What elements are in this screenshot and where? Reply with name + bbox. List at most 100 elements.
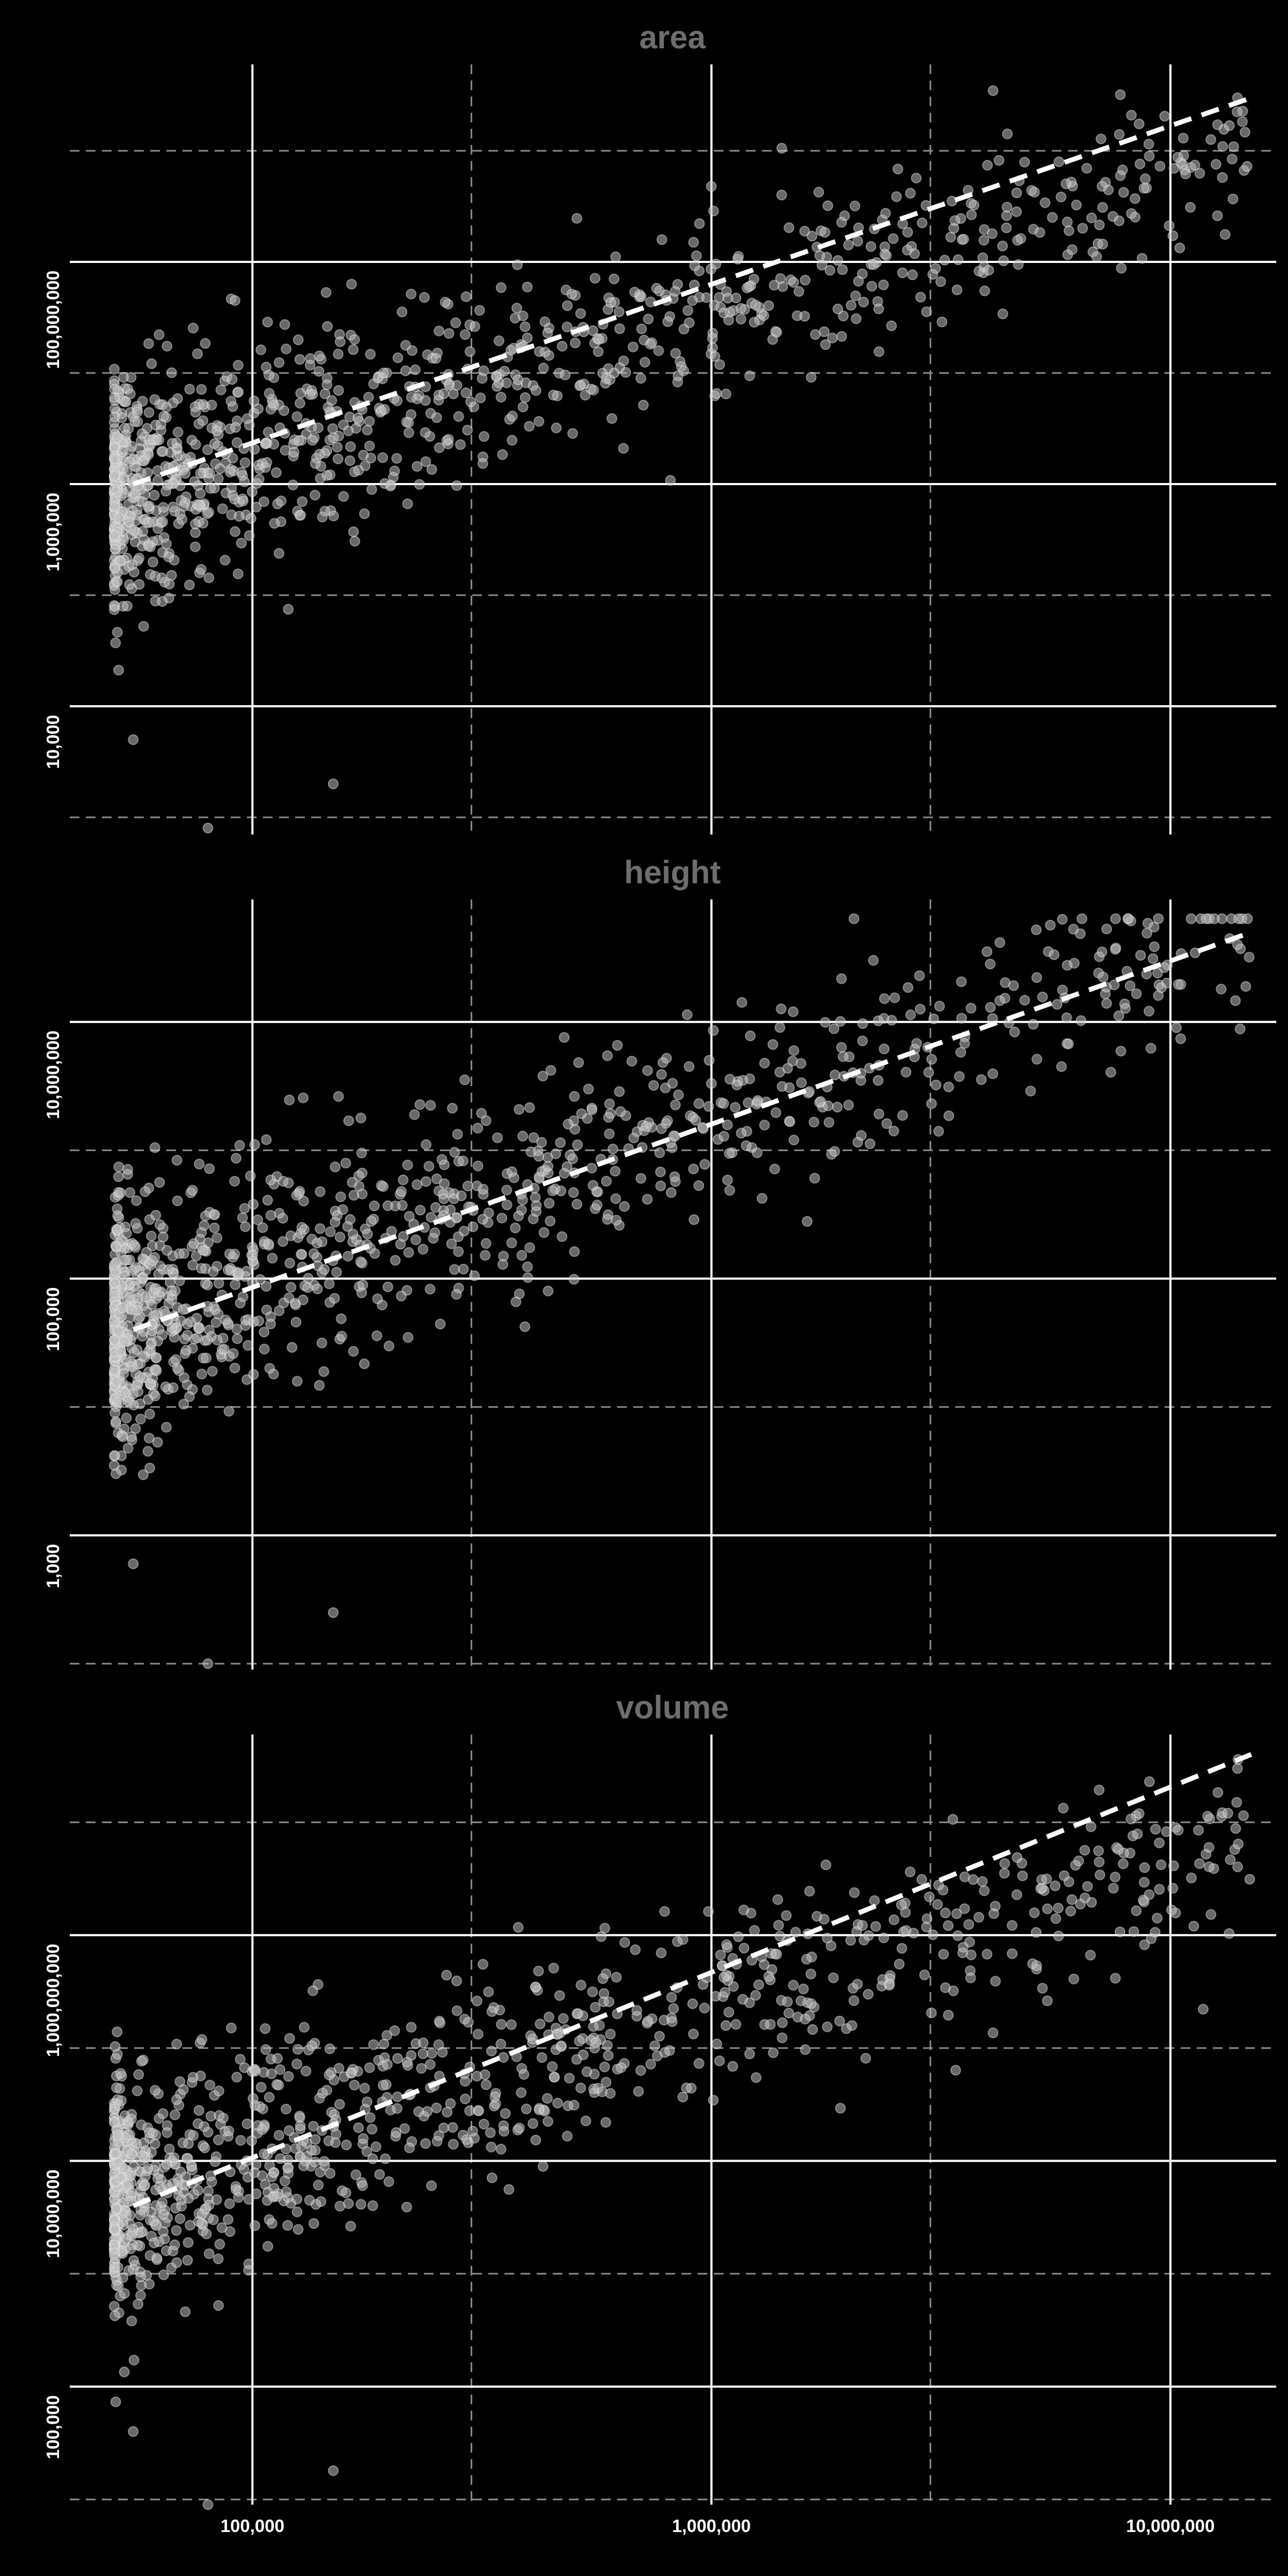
data-point bbox=[295, 2120, 306, 2132]
data-point bbox=[142, 2163, 153, 2174]
data-point bbox=[263, 1238, 274, 1249]
data-point bbox=[141, 1291, 152, 1302]
data-point bbox=[1173, 1825, 1184, 1836]
data-point bbox=[260, 2023, 271, 2035]
data-point bbox=[209, 1209, 221, 1220]
data-point bbox=[581, 2066, 592, 2077]
data-point bbox=[144, 1408, 155, 1419]
data-point bbox=[204, 1163, 215, 1174]
data-point bbox=[322, 321, 333, 332]
data-point bbox=[213, 473, 224, 484]
data-point bbox=[266, 2171, 277, 2183]
data-point bbox=[137, 396, 148, 407]
data-point bbox=[1097, 202, 1108, 213]
data-point bbox=[253, 474, 265, 485]
data-point bbox=[166, 1322, 178, 1334]
data-point bbox=[1217, 172, 1228, 183]
data-point bbox=[171, 1154, 182, 1166]
data-point bbox=[730, 2019, 742, 2030]
data-point bbox=[662, 316, 674, 327]
data-point bbox=[241, 1374, 253, 1385]
data-point bbox=[405, 409, 416, 420]
data-point bbox=[137, 496, 148, 507]
data-point bbox=[998, 255, 1009, 267]
data-point bbox=[170, 2109, 181, 2120]
data-point bbox=[718, 1131, 729, 1142]
data-point bbox=[236, 537, 247, 548]
data-point bbox=[349, 2080, 360, 2091]
data-point bbox=[618, 443, 629, 454]
data-point bbox=[143, 1394, 154, 1405]
data-point bbox=[1019, 157, 1030, 168]
data-point bbox=[433, 325, 444, 336]
data-point bbox=[292, 2044, 303, 2055]
data-point bbox=[171, 2225, 182, 2236]
data-point bbox=[1244, 1874, 1255, 1885]
data-point bbox=[1063, 225, 1074, 236]
data-point bbox=[933, 1879, 944, 1891]
data-point bbox=[369, 1201, 380, 1212]
data-point bbox=[435, 1319, 446, 1330]
data-point bbox=[317, 511, 328, 523]
data-point bbox=[115, 2068, 126, 2079]
data-point bbox=[569, 1091, 580, 1102]
data-point bbox=[109, 484, 120, 495]
data-point bbox=[480, 2079, 492, 2090]
data-point bbox=[907, 269, 918, 281]
data-point bbox=[643, 313, 654, 325]
data-point bbox=[787, 1056, 798, 1067]
data-point bbox=[986, 228, 998, 239]
data-point bbox=[128, 2354, 140, 2366]
data-point bbox=[1096, 181, 1108, 192]
data-point bbox=[517, 1194, 528, 1205]
data-point bbox=[403, 1247, 414, 1258]
data-point bbox=[543, 1285, 554, 1297]
data-point bbox=[346, 279, 357, 290]
data-point bbox=[463, 2017, 474, 2028]
data-point bbox=[1167, 230, 1179, 241]
data-point bbox=[600, 2117, 611, 2128]
data-point bbox=[146, 1299, 157, 1311]
data-point bbox=[199, 2142, 210, 2154]
data-point bbox=[816, 260, 828, 271]
data-point bbox=[958, 233, 969, 245]
data-point bbox=[1130, 193, 1141, 204]
data-point bbox=[1133, 1808, 1145, 1819]
data-point bbox=[645, 2059, 656, 2070]
data-point bbox=[349, 334, 360, 345]
data-point bbox=[116, 1234, 127, 1246]
data-point bbox=[851, 313, 862, 324]
data-point bbox=[1132, 1828, 1143, 1840]
data-point bbox=[431, 412, 442, 423]
data-point bbox=[1053, 1930, 1064, 1942]
data-point bbox=[222, 1264, 233, 1276]
data-point bbox=[357, 2133, 369, 2144]
data-point bbox=[555, 1137, 566, 1148]
data-point bbox=[186, 1241, 197, 1252]
data-point bbox=[660, 1082, 671, 1094]
data-point bbox=[239, 457, 251, 469]
data-point bbox=[714, 2055, 725, 2067]
data-point bbox=[334, 1231, 346, 1242]
data-point bbox=[522, 332, 533, 343]
data-point bbox=[459, 1074, 470, 1086]
data-point bbox=[158, 1306, 170, 1317]
data-point bbox=[979, 286, 990, 297]
data-point bbox=[997, 308, 1008, 319]
x-tick-label: 1,000,000 bbox=[672, 2516, 751, 2536]
data-point bbox=[281, 343, 292, 355]
data-point bbox=[273, 2080, 284, 2091]
data-point bbox=[126, 372, 137, 383]
data-point bbox=[474, 305, 485, 316]
data-point bbox=[452, 1129, 463, 1140]
data-point bbox=[137, 1350, 149, 1362]
data-point bbox=[275, 495, 287, 507]
data-point bbox=[506, 1237, 517, 1248]
data-point bbox=[436, 1154, 448, 1165]
data-point bbox=[248, 1369, 259, 1380]
data-point bbox=[109, 1287, 120, 1298]
data-point bbox=[514, 1104, 525, 1115]
data-point bbox=[612, 2063, 623, 2075]
data-point bbox=[1159, 111, 1170, 122]
data-point bbox=[238, 495, 249, 507]
